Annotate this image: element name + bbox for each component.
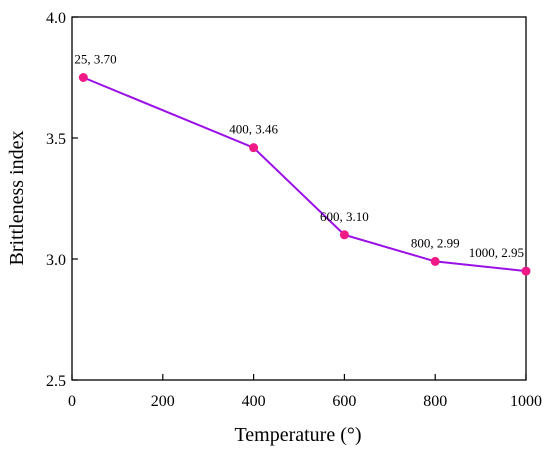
x-tick-label: 1000: [510, 393, 542, 410]
x-tick-label: 0: [68, 393, 76, 410]
data-point: [339, 230, 349, 240]
x-tick-label: 200: [151, 393, 175, 410]
y-tick-label: 3.5: [46, 131, 66, 148]
data-point: [249, 143, 259, 153]
data-point: [521, 266, 531, 276]
y-tick-label: 2.5: [46, 373, 66, 390]
y-tick-label: 3.0: [46, 252, 66, 269]
data-label: 600, 3.10: [320, 209, 369, 224]
x-tick-label: 400: [242, 393, 266, 410]
series-line: [82, 76, 527, 273]
data-labels: 25, 3.70 400, 3.46 600, 3.10 800, 2.99 1000,…: [74, 52, 524, 261]
series-layer: [78, 73, 531, 276]
data-point: [78, 73, 88, 82]
data-label: 800, 2.99: [411, 235, 460, 250]
y-axis-title: Brittleness index: [6, 131, 28, 266]
data-point: [430, 256, 440, 266]
plot-frame: [71, 16, 527, 381]
x-axis-title: Temperature (°): [234, 424, 361, 446]
data-label: 25, 3.70: [74, 52, 116, 67]
x-tick-label: 600: [332, 393, 356, 410]
y-tick-label: 4.0: [46, 10, 66, 27]
x-axis: 0 200 400 600 800 1000: [68, 374, 542, 410]
x-tick-label: 800: [423, 393, 447, 410]
y-axis: 2.5 3.0 3.5 4.0: [46, 10, 78, 390]
data-label: 400, 3.46: [229, 122, 278, 137]
plot-border: [71, 16, 527, 381]
data-label: 1000, 2.95: [469, 245, 524, 260]
